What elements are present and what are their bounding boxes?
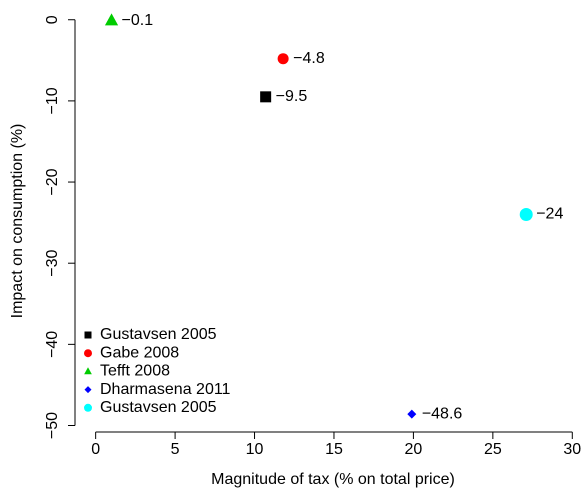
legend-label: Gabe 2008 xyxy=(100,344,179,361)
point xyxy=(104,13,119,26)
legend-marker xyxy=(84,331,92,339)
legend-label: Gustavsen 2005 xyxy=(100,399,217,416)
data-label: −48.6 xyxy=(422,405,463,422)
x-axis-label: Magnitude of tax (% on total price) xyxy=(211,471,455,488)
x-tick-label: 15 xyxy=(325,441,343,458)
legend-label: Tefft 2008 xyxy=(100,363,170,380)
point xyxy=(260,91,272,103)
x-tick-label: 5 xyxy=(171,441,180,458)
y-tick-label: −10 xyxy=(44,87,61,114)
x-tick-label: 0 xyxy=(91,441,100,458)
y-tick-label: 0 xyxy=(44,15,61,24)
legend-label: Dharmasena 2011 xyxy=(100,381,231,398)
x-tick-label: 20 xyxy=(405,441,423,458)
y-axis-label: Impact on consumption (%) xyxy=(9,124,26,319)
legend-marker xyxy=(84,349,92,358)
point xyxy=(519,208,533,222)
data-label: −0.1 xyxy=(122,12,154,29)
y-tick-label: −40 xyxy=(44,331,61,358)
legend-label: Gustavsen 2005 xyxy=(100,326,217,343)
legend-marker xyxy=(84,386,92,394)
y-tick-label: −50 xyxy=(44,412,61,439)
legend-marker xyxy=(84,403,92,412)
x-tick-label: 10 xyxy=(246,441,264,458)
data-label: −9.5 xyxy=(276,88,308,105)
x-tick-label: 30 xyxy=(563,441,581,458)
point xyxy=(277,53,289,65)
point xyxy=(407,409,417,419)
x-tick-label: 25 xyxy=(484,441,502,458)
data-label: −24 xyxy=(536,206,563,223)
data-label: −4.8 xyxy=(293,50,325,67)
y-tick-label: −20 xyxy=(44,168,61,195)
y-tick-label: −30 xyxy=(44,250,61,277)
legend-marker xyxy=(84,367,92,375)
